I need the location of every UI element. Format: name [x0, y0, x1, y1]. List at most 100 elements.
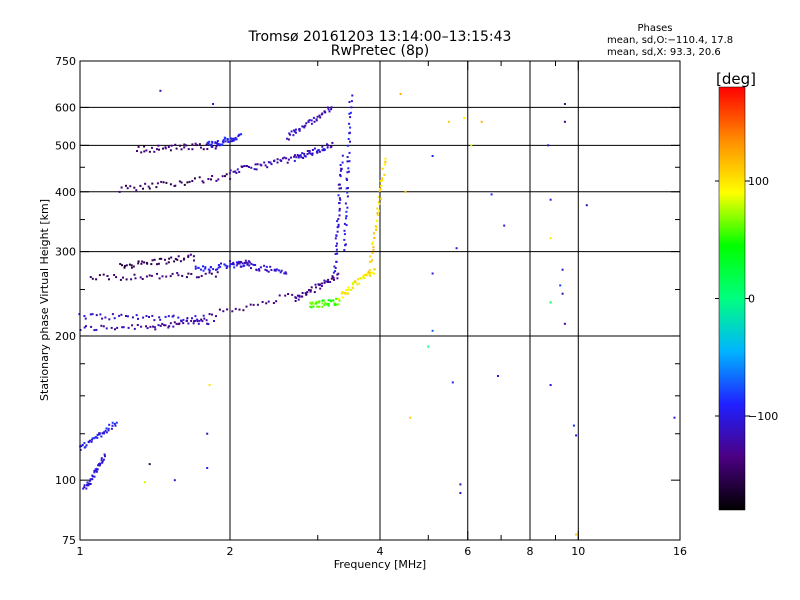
- echo-point-O: [104, 316, 107, 319]
- echo-point-X: [368, 269, 371, 271]
- echo-point-O: [194, 315, 197, 318]
- echo-point-O: [339, 169, 342, 172]
- echo-point-O: [214, 147, 217, 150]
- y-tick-label: 100: [55, 474, 76, 487]
- echo-point-O: [310, 122, 313, 125]
- echo-point-O: [345, 210, 348, 213]
- echo-point-O: [183, 183, 186, 186]
- echo-point-O: [303, 154, 306, 157]
- echo-point-O: [301, 295, 304, 298]
- axis-ticks: 1 2 4 6 8 10 16 75 100 200 300 400 500 600 750: [55, 55, 687, 558]
- echo-point-O: [200, 318, 203, 321]
- echo-point-isolated: [447, 120, 450, 123]
- echo-point-X: [327, 299, 330, 302]
- echo-point-O: [209, 143, 212, 146]
- echo-point-O: [270, 269, 273, 271]
- echo-point-O: [149, 325, 152, 328]
- echo-point-O: [267, 161, 270, 164]
- echo-point-O: [218, 308, 221, 311]
- echo-point-O: [334, 253, 337, 255]
- echo-point-O: [339, 175, 342, 178]
- echo-point-O: [221, 175, 224, 178]
- echo-point-O: [293, 155, 296, 158]
- echo-point-O: [348, 151, 351, 154]
- echo-point-X: [321, 302, 324, 305]
- echo-point-O: [344, 202, 347, 205]
- echo-point-O: [223, 263, 226, 266]
- echo-point-O: [298, 154, 301, 157]
- echo-point-O: [328, 110, 331, 113]
- echo-point-X: [368, 260, 371, 263]
- echo-point-O: [288, 132, 291, 135]
- echo-point-O: [95, 314, 98, 317]
- echo-point-O: [253, 168, 256, 171]
- echo-point-O: [213, 320, 215, 322]
- echo-point-O: [291, 293, 294, 296]
- echo-point-O: [133, 273, 136, 276]
- stats-o-mode: mean, sd,O:−110.4, 17.8: [607, 35, 733, 46]
- echo-point-isolated: [561, 268, 564, 271]
- echo-point-X: [347, 288, 350, 291]
- echo-point-O: [99, 313, 102, 316]
- echo-point-O: [103, 453, 106, 456]
- echo-point-O: [287, 138, 290, 141]
- echo-point-O: [177, 255, 180, 258]
- echo-point-O: [308, 289, 310, 291]
- echo-point-O: [100, 435, 103, 438]
- echo-point-X: [380, 185, 383, 187]
- echo-point-O: [340, 167, 343, 170]
- echo-point-O: [283, 272, 286, 275]
- echo-point-X: [350, 289, 353, 291]
- echo-point-O: [191, 143, 194, 146]
- echo-point-X: [341, 291, 344, 293]
- echo-point-O: [349, 116, 352, 119]
- echo-point-O: [226, 265, 229, 268]
- echo-point-O: [144, 182, 147, 185]
- echo-point-O: [308, 150, 311, 152]
- echo-point-O: [93, 329, 96, 332]
- echo-points: [78, 89, 676, 536]
- echo-point-O: [185, 276, 188, 279]
- echo-point-O: [335, 245, 338, 247]
- echo-point-O: [311, 153, 314, 156]
- echo-point-isolated: [480, 120, 483, 123]
- echo-point-O: [169, 183, 172, 186]
- echo-point-X: [323, 304, 326, 307]
- echo-point-O: [348, 101, 351, 103]
- echo-point-O: [159, 324, 162, 327]
- colorbar-tick-label: 100: [748, 175, 769, 188]
- echo-point-O: [133, 186, 136, 189]
- echo-point-O: [286, 161, 289, 164]
- echo-point-isolated: [575, 533, 578, 536]
- echo-point-X: [341, 296, 344, 299]
- echo-point-isolated: [585, 204, 588, 207]
- echo-point-isolated: [463, 117, 466, 120]
- echo-point-O: [164, 147, 167, 150]
- echo-point-O: [90, 440, 93, 443]
- echo-point-O: [265, 265, 268, 268]
- echo-point-O: [205, 319, 208, 322]
- echo-point-O: [220, 262, 222, 265]
- echo-point-O: [240, 265, 243, 268]
- echo-point-O: [244, 259, 247, 262]
- echo-point-O: [170, 144, 173, 147]
- echo-point-O: [173, 260, 176, 263]
- echo-point-O: [301, 152, 304, 155]
- echo-point-O: [341, 161, 344, 164]
- echo-point-O: [235, 264, 238, 267]
- echo-point-X: [383, 173, 386, 176]
- echo-point-O: [137, 145, 140, 148]
- echo-point-O: [211, 313, 213, 316]
- echo-point-O: [315, 286, 317, 289]
- echo-point-O: [211, 175, 214, 177]
- echo-point-O: [323, 281, 326, 284]
- echo-point-X: [335, 297, 338, 300]
- echo-point-X: [367, 271, 370, 274]
- echo-point-O: [103, 431, 106, 434]
- echo-point-O: [346, 195, 349, 198]
- echo-point-O: [114, 328, 116, 331]
- echo-point-O: [128, 263, 131, 266]
- echo-point-isolated: [563, 120, 566, 123]
- echo-point-O: [162, 147, 164, 150]
